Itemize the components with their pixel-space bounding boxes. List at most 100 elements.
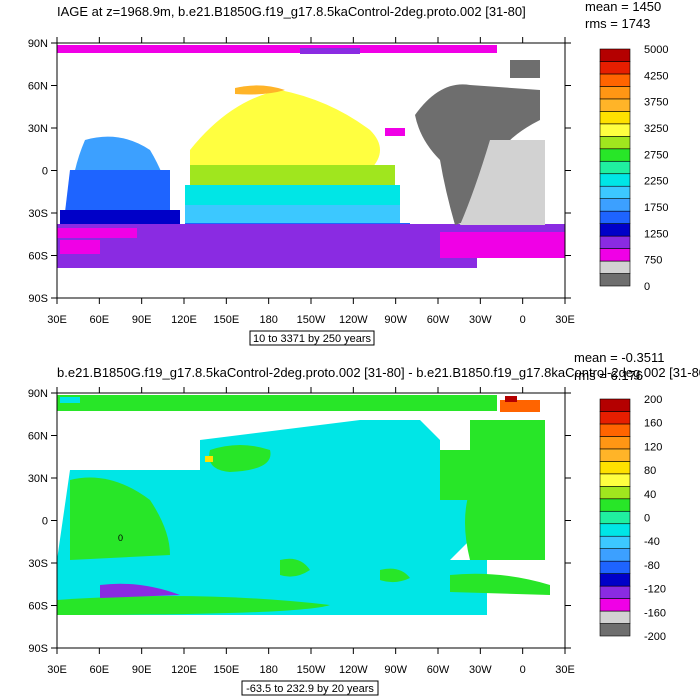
colorbar-swatch bbox=[599, 185, 631, 199]
lon-label: 90E bbox=[132, 664, 152, 676]
lon-label: 180 bbox=[259, 664, 277, 676]
colorbar-swatch bbox=[599, 548, 631, 562]
colorbar-label: 200 bbox=[644, 394, 662, 406]
colorbar-label: -200 bbox=[644, 631, 666, 643]
panel-1-range-label: 10 to 3371 by 250 years bbox=[253, 333, 372, 345]
colorbar-swatch bbox=[599, 48, 631, 62]
colorbar-swatch bbox=[599, 273, 631, 287]
colorbar-swatch bbox=[599, 160, 631, 175]
colorbar-label: 5000 bbox=[644, 44, 668, 56]
lon-label: 60W bbox=[427, 314, 450, 326]
colorbar-swatch bbox=[599, 585, 631, 599]
colorbar-label: -40 bbox=[644, 536, 660, 548]
colorbar-swatch bbox=[599, 223, 631, 237]
lon-label: 30E bbox=[555, 314, 575, 326]
lon-label: 0 bbox=[520, 314, 526, 326]
panel-1-rms: rms = 1743 bbox=[585, 16, 650, 31]
lat-label: 0 bbox=[42, 516, 48, 528]
lon-label: 120W bbox=[339, 314, 368, 326]
panel-2-mean: mean = -0.3511 bbox=[574, 350, 664, 365]
colorbar-swatch bbox=[599, 411, 631, 425]
lon-label: 60E bbox=[90, 314, 110, 326]
colorbar-swatch bbox=[599, 598, 631, 612]
panel-1: IAGE at z=1968.9m, b.e21.B1850G.f19_g17.… bbox=[28, 0, 668, 346]
colorbar-label: -160 bbox=[644, 607, 666, 619]
lat-label: 90S bbox=[28, 643, 48, 655]
colorbar-swatch bbox=[599, 235, 631, 249]
lon-label: 30W bbox=[469, 314, 492, 326]
colorbar-swatch bbox=[599, 136, 631, 150]
lon-label: 120E bbox=[171, 664, 197, 676]
panel-2-title: b.e21.B1850G.f19_g17.8.5kaControl-2deg.p… bbox=[57, 365, 700, 380]
colorbar-label: 3250 bbox=[644, 123, 668, 135]
lat-label: 90N bbox=[28, 38, 48, 50]
colorbar-swatch bbox=[599, 398, 631, 412]
lat-label: 60N bbox=[28, 81, 48, 93]
panel-2-axes: 90N 60N 30N 0 30S 60S 90S 30E 60E 90E 120E 150E 180 1… bbox=[28, 387, 575, 676]
colorbar-swatch bbox=[599, 623, 631, 637]
colorbar-label: 160 bbox=[644, 418, 662, 430]
lon-label: 30E bbox=[47, 314, 67, 326]
lat-label: 30S bbox=[28, 208, 48, 220]
colorbar-swatch bbox=[599, 148, 631, 162]
lat-label: 30S bbox=[28, 558, 48, 570]
colorbar-label: 2250 bbox=[644, 176, 668, 188]
lon-label: 180 bbox=[259, 314, 277, 326]
panel-2-range-box bbox=[241, 680, 379, 696]
lat-label: 60N bbox=[28, 431, 48, 443]
lon-label: 120E bbox=[171, 314, 197, 326]
colorbar-label: 1750 bbox=[644, 202, 668, 214]
lat-label: 0 bbox=[42, 166, 48, 178]
panel-2-rms: rms = 6.176 bbox=[574, 368, 643, 383]
colorbar-swatch bbox=[599, 86, 631, 100]
colorbar-label: 40 bbox=[644, 489, 656, 501]
lat-label: 30N bbox=[28, 473, 48, 485]
colorbar-swatch bbox=[599, 486, 631, 500]
colorbar-swatch bbox=[599, 98, 631, 112]
lat-label: 90S bbox=[28, 293, 48, 305]
lat-label: 60S bbox=[28, 601, 48, 613]
colorbar-swatch bbox=[599, 461, 631, 475]
colorbar-label: -80 bbox=[644, 560, 660, 572]
colorbar-swatch bbox=[599, 210, 631, 224]
colorbar-swatch bbox=[599, 423, 631, 437]
lon-label: 30E bbox=[555, 664, 575, 676]
panel-1-colorbar: 0 750 1250 1750 2250 2750 3250 3750 4250 5000 bbox=[599, 44, 668, 293]
lon-label: 90W bbox=[384, 664, 407, 676]
panel-1-map-field bbox=[57, 43, 565, 298]
lon-label: 120W bbox=[339, 664, 368, 676]
lon-label: 30W bbox=[469, 664, 492, 676]
colorbar-swatch bbox=[599, 73, 631, 87]
panel-1-mean: mean = 1450 bbox=[585, 0, 661, 14]
colorbar-swatch bbox=[599, 260, 631, 274]
colorbar-swatch bbox=[599, 535, 631, 549]
contour-label-zero: 0 bbox=[118, 533, 123, 543]
colorbar-swatch bbox=[599, 173, 631, 187]
lon-label: 0 bbox=[520, 664, 526, 676]
colorbar-swatch bbox=[599, 610, 631, 624]
colorbar-swatch bbox=[599, 123, 631, 137]
colorbar-swatch bbox=[599, 473, 631, 487]
colorbar-swatch bbox=[599, 248, 631, 262]
lon-label: 30E bbox=[47, 664, 67, 676]
lon-label: 60W bbox=[427, 664, 450, 676]
colorbar-label: 4250 bbox=[644, 70, 668, 82]
colorbar-swatch bbox=[599, 448, 631, 462]
colorbar-swatch bbox=[599, 573, 631, 587]
colorbar-swatch bbox=[599, 61, 631, 75]
lat-label: 90N bbox=[28, 388, 48, 400]
colorbar-swatch bbox=[599, 111, 631, 125]
colorbar-swatch bbox=[599, 510, 631, 525]
lon-label: 90E bbox=[132, 314, 152, 326]
lat-label: 60S bbox=[28, 251, 48, 263]
panel-1-title: IAGE at z=1968.9m, b.e21.B1850G.f19_g17.… bbox=[57, 4, 526, 19]
colorbar-label: -120 bbox=[644, 584, 666, 596]
colorbar-label: 80 bbox=[644, 465, 656, 477]
colorbar-swatch bbox=[599, 560, 631, 574]
panel-1-range-box bbox=[249, 330, 375, 346]
colorbar-label: 0 bbox=[644, 513, 650, 525]
lon-label: 150E bbox=[213, 664, 239, 676]
panel-2: b.e21.B1850G.f19_g17.8.5kaControl-2deg.p… bbox=[28, 350, 700, 696]
panel-1-axes: 90N 60N 30N 0 30S 60S 90S 30E 60E 90E 120E 150E 180 1… bbox=[28, 37, 575, 326]
panel-2-range-label: -63.5 to 232.9 by 20 years bbox=[246, 683, 374, 695]
